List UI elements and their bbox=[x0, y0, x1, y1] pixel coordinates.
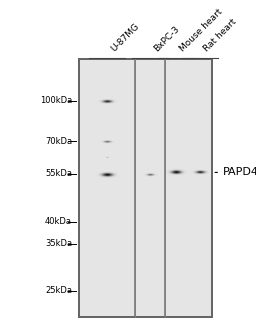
Text: Mouse heart: Mouse heart bbox=[178, 7, 224, 53]
Text: 70kDa: 70kDa bbox=[45, 137, 72, 146]
Text: PAPD4: PAPD4 bbox=[215, 167, 256, 177]
Text: 25kDa: 25kDa bbox=[45, 286, 72, 295]
Text: U-87MG: U-87MG bbox=[109, 21, 141, 53]
Text: Rat heart: Rat heart bbox=[202, 17, 238, 53]
Text: 55kDa: 55kDa bbox=[45, 169, 72, 178]
Text: 35kDa: 35kDa bbox=[45, 239, 72, 248]
Text: BxPC-3: BxPC-3 bbox=[152, 24, 181, 53]
Text: 100kDa: 100kDa bbox=[40, 96, 72, 105]
Text: 40kDa: 40kDa bbox=[45, 217, 72, 226]
